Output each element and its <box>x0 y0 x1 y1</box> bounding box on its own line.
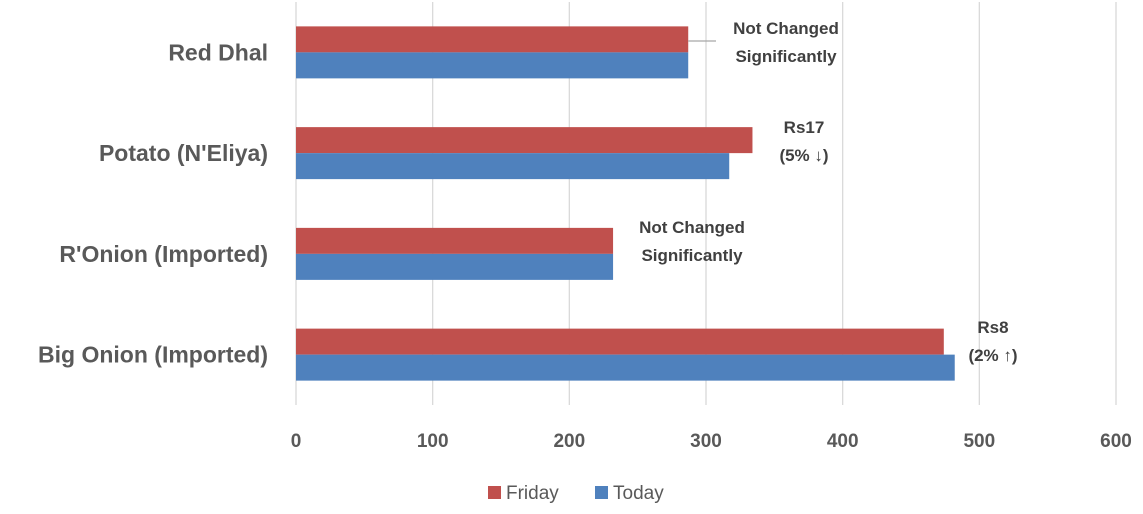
annotation-0-line-1: Not Changed <box>733 19 839 38</box>
category-labels: Red Dhal Potato (N'Eliya) R'Onion (Importe… <box>38 39 268 367</box>
bar-today-3 <box>296 354 955 381</box>
x-tick-labels: 0 100 200 300 400 500 600 <box>291 431 1132 452</box>
x-tick-300: 300 <box>690 431 722 452</box>
legend-label-today: Today <box>613 483 664 504</box>
bar-friday-1 <box>296 127 753 154</box>
annotations: Not Changed Significantly Rs17 (5% ↓) Not Ch… <box>639 19 1017 365</box>
category-label-3: Big Onion (Imported) <box>38 342 268 368</box>
legend-swatch-friday <box>488 486 501 499</box>
x-tick-600: 600 <box>1100 431 1132 452</box>
annotation-0-line-2: Significantly <box>735 47 837 66</box>
category-label-0: Red Dhal <box>168 39 268 65</box>
bar-friday-0 <box>296 26 689 53</box>
category-label-1: Potato (N'Eliya) <box>99 140 268 166</box>
x-tick-200: 200 <box>553 431 585 452</box>
x-tick-500: 500 <box>963 431 995 452</box>
bar-today-1 <box>296 153 730 180</box>
x-tick-400: 400 <box>827 431 859 452</box>
annotation-2-line-1: Not Changed <box>639 218 745 237</box>
annotation-1-line-1: Rs17 <box>784 118 825 137</box>
category-label-2: R'Onion (Imported) <box>59 241 268 267</box>
annotation-2-line-2: Significantly <box>641 246 743 265</box>
bar-friday-2 <box>296 227 614 254</box>
bars <box>296 26 955 381</box>
x-tick-0: 0 <box>291 431 302 452</box>
legend-swatch-today <box>595 486 608 499</box>
legend-label-friday: Friday <box>506 483 559 504</box>
bar-today-0 <box>296 52 689 79</box>
bar-today-2 <box>296 253 614 280</box>
annotation-1-line-2: (5% ↓) <box>779 146 828 165</box>
x-tick-100: 100 <box>417 431 449 452</box>
bar-friday-3 <box>296 328 944 355</box>
legend: Friday Today <box>488 483 664 504</box>
annotation-3-line-2: (2% ↑) <box>968 346 1017 365</box>
annotation-3-line-1: Rs8 <box>977 318 1008 337</box>
